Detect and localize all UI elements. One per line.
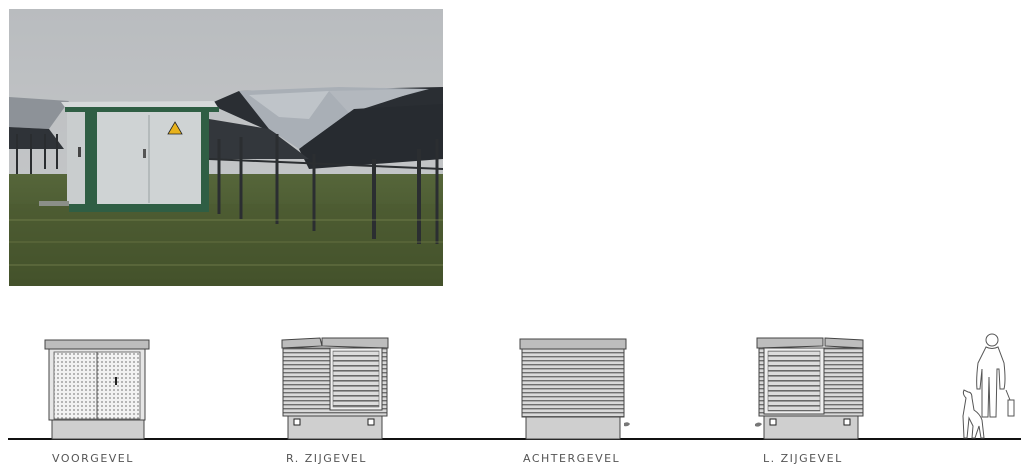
site-photo: [9, 9, 443, 286]
elevation-r-zijgevel: [281, 337, 389, 440]
elevation-achtergevel: [519, 338, 630, 440]
label-r-zijgevel: R. ZIJGEVEL: [286, 452, 367, 465]
human-scale-figure: [976, 333, 1015, 418]
label-achtergevel: ACHTERGEVEL: [523, 452, 621, 465]
label-l-zijgevel: L. ZIJGEVEL: [763, 452, 843, 465]
label-voorgevel: VOORGEVEL: [52, 452, 134, 465]
dog-figure: [962, 389, 985, 439]
elevation-drawing: [0, 320, 1021, 468]
elevation-voorgevel: [44, 339, 150, 440]
elevation-l-zijgevel: [755, 337, 864, 440]
solar-panel-row-left: [9, 97, 69, 174]
transformer-kiosk: [39, 101, 219, 212]
solar-panel-row-right: [208, 87, 443, 244]
grass-texture: [9, 219, 443, 266]
